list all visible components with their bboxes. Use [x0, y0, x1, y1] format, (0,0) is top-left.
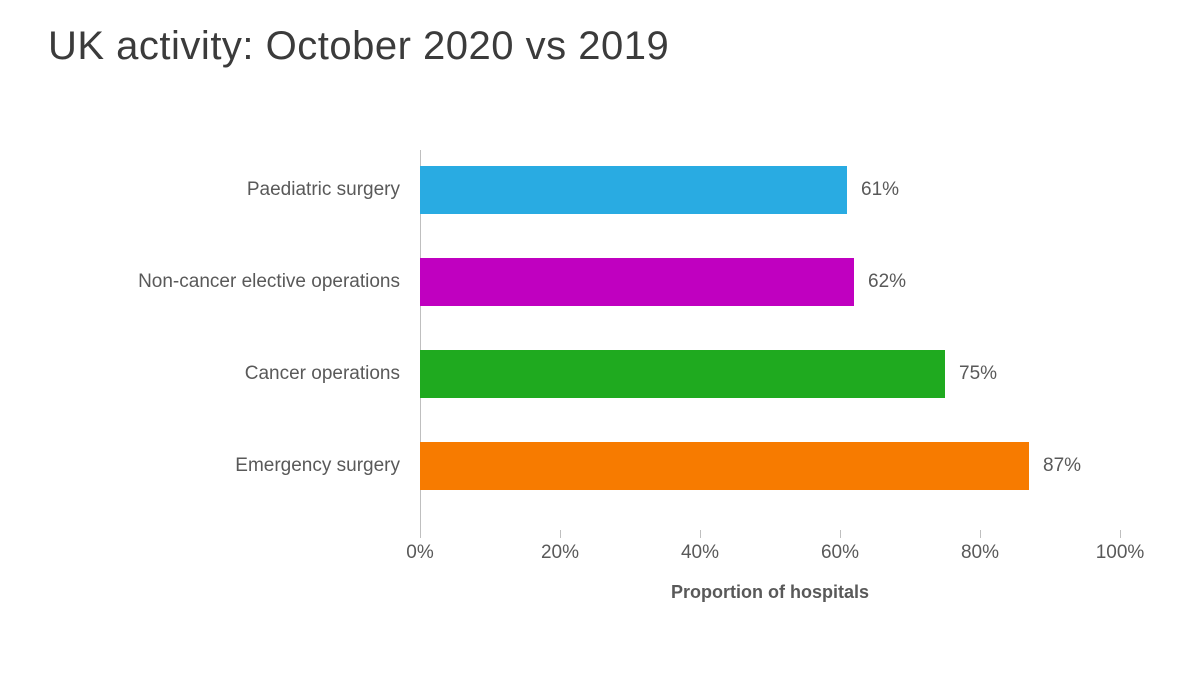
tick-label: 20% [541, 542, 579, 564]
value-label: 87% [1043, 455, 1081, 477]
tick-mark [700, 530, 701, 538]
category-label: Non-cancer elective operations [138, 271, 400, 293]
tick-label: 0% [406, 542, 433, 564]
tick-mark [980, 530, 981, 538]
x-axis-title: Proportion of hospitals [420, 582, 1120, 603]
tick-label: 60% [821, 542, 859, 564]
category-label: Emergency surgery [235, 455, 400, 477]
value-label: 62% [868, 271, 906, 293]
category-label: Cancer operations [245, 363, 400, 385]
category-label: Paediatric surgery [247, 179, 400, 201]
tick-label: 40% [681, 542, 719, 564]
chart: Paediatric surgery61%Non-cancer elective… [130, 150, 1130, 610]
bar [420, 166, 847, 214]
plot-area: Paediatric surgery61% Non-cancer elective… [420, 150, 1120, 530]
chart-title: UK activity: October 2020 vs 2019 [48, 24, 669, 69]
value-label: 75% [959, 363, 997, 385]
value-label: 61% [861, 179, 899, 201]
tick-label: 80% [961, 542, 999, 564]
tick-label: 100% [1096, 542, 1145, 564]
slide: UK activity: October 2020 vs 2019 Paedia… [0, 0, 1200, 675]
bar [420, 258, 854, 306]
bar-row: Paediatric surgery61% [420, 166, 1120, 214]
bar-row: Non-cancer elective operations62% [420, 258, 1120, 306]
tick-mark [1120, 530, 1121, 538]
bar [420, 442, 1029, 490]
bar [420, 350, 945, 398]
tick-mark [420, 530, 421, 538]
x-axis-ticks: 0%20%40%60%80%100% [420, 530, 1120, 590]
bar-row: Emergency surgery87% [420, 442, 1120, 490]
tick-mark [560, 530, 561, 538]
tick-mark [840, 530, 841, 538]
bar-row: Cancer operations75% [420, 350, 1120, 398]
